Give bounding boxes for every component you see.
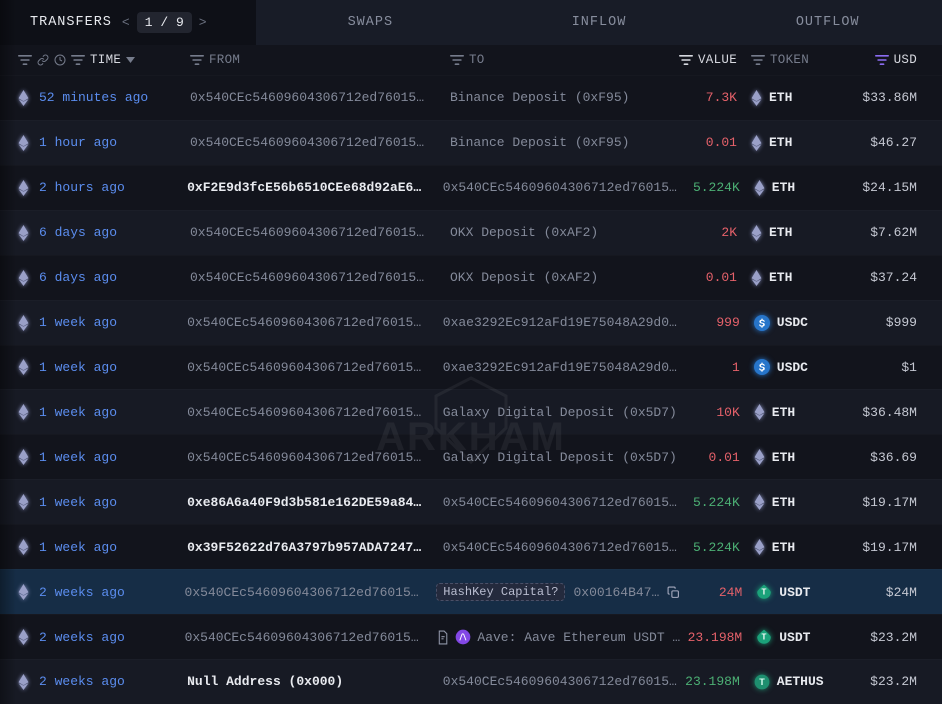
svg-text:T: T [762,633,767,642]
svg-text:T: T [762,588,767,597]
svg-text:T: T [759,677,765,687]
